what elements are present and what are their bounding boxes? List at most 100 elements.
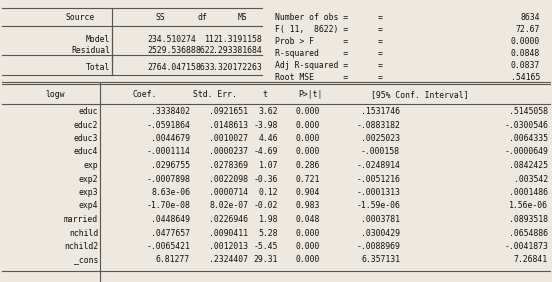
Text: -.0883182: -.0883182 xyxy=(356,120,400,129)
Text: 0.000: 0.000 xyxy=(296,107,320,116)
Text: 0.000: 0.000 xyxy=(296,120,320,129)
Text: 0.000: 0.000 xyxy=(296,242,320,251)
Text: .0003781: .0003781 xyxy=(361,215,400,224)
Text: 5.28: 5.28 xyxy=(258,228,278,237)
Text: 0.0848: 0.0848 xyxy=(511,49,540,58)
Text: 8.63e-06: 8.63e-06 xyxy=(151,188,190,197)
Text: -.0248914: -.0248914 xyxy=(356,161,400,170)
Text: Total: Total xyxy=(86,63,110,72)
Text: .0842425: .0842425 xyxy=(509,161,548,170)
Text: 0.286: 0.286 xyxy=(296,161,320,170)
Text: .0893518: .0893518 xyxy=(509,215,548,224)
Text: =: = xyxy=(378,25,383,34)
Text: -.0041873: -.0041873 xyxy=(504,242,548,251)
Text: 0.983: 0.983 xyxy=(296,202,320,210)
Text: .0654886: .0654886 xyxy=(509,228,548,237)
Text: 8633: 8633 xyxy=(195,63,215,72)
Text: nchild: nchild xyxy=(69,228,98,237)
Text: exp4: exp4 xyxy=(78,202,98,210)
Text: -0.02: -0.02 xyxy=(253,202,278,210)
Text: Model: Model xyxy=(86,35,110,44)
Text: F( 11,  8622) =: F( 11, 8622) = xyxy=(275,25,348,34)
Text: .0921651: .0921651 xyxy=(209,107,248,116)
Text: .0477657: .0477657 xyxy=(151,228,190,237)
Text: -.0051216: -.0051216 xyxy=(356,175,400,184)
Text: -1.59e-06: -1.59e-06 xyxy=(356,202,400,210)
Text: educ2: educ2 xyxy=(73,120,98,129)
Text: 0.12: 0.12 xyxy=(258,188,278,197)
Text: -1.70e-08: -1.70e-08 xyxy=(146,202,190,210)
Text: -.0065421: -.0065421 xyxy=(146,242,190,251)
Text: .0012013: .0012013 xyxy=(209,242,248,251)
Text: 0.048: 0.048 xyxy=(296,215,320,224)
Text: .0010027: .0010027 xyxy=(209,134,248,143)
Text: 0.000: 0.000 xyxy=(296,134,320,143)
Text: exp3: exp3 xyxy=(78,188,98,197)
Text: =: = xyxy=(378,13,383,22)
Text: -0.36: -0.36 xyxy=(253,175,278,184)
Text: .0226946: .0226946 xyxy=(209,215,248,224)
Text: 7.26841: 7.26841 xyxy=(514,255,548,265)
Text: .0300429: .0300429 xyxy=(361,228,400,237)
Text: 0.000: 0.000 xyxy=(296,147,320,157)
Text: P>|t|: P>|t| xyxy=(298,90,322,99)
Text: married: married xyxy=(64,215,98,224)
Text: _cons: _cons xyxy=(73,255,98,265)
Text: educ: educ xyxy=(78,107,98,116)
Text: exp: exp xyxy=(83,161,98,170)
Text: .0044679: .0044679 xyxy=(151,134,190,143)
Text: R-squared     =: R-squared = xyxy=(275,49,348,58)
Text: Std. Err.: Std. Err. xyxy=(193,90,237,99)
Text: .1531746: .1531746 xyxy=(361,107,400,116)
Text: -.0591864: -.0591864 xyxy=(146,120,190,129)
Text: -.0088969: -.0088969 xyxy=(356,242,400,251)
Text: -3.98: -3.98 xyxy=(253,120,278,129)
Text: -.000158: -.000158 xyxy=(361,147,400,157)
Text: =: = xyxy=(378,61,383,70)
Text: 29.31: 29.31 xyxy=(253,255,278,265)
Text: .0278369: .0278369 xyxy=(209,161,248,170)
Text: t: t xyxy=(263,90,267,99)
Text: 0.721: 0.721 xyxy=(296,175,320,184)
Text: -.0001313: -.0001313 xyxy=(356,188,400,197)
Text: 72.67: 72.67 xyxy=(516,25,540,34)
Text: exp2: exp2 xyxy=(78,175,98,184)
Text: nchild2: nchild2 xyxy=(64,242,98,251)
Text: .3338402: .3338402 xyxy=(151,107,190,116)
Text: .0448649: .0448649 xyxy=(151,215,190,224)
Text: .54165: .54165 xyxy=(511,73,540,82)
Text: Residual: Residual xyxy=(71,46,110,55)
Text: 11: 11 xyxy=(205,35,215,44)
Text: -.0001114: -.0001114 xyxy=(146,147,190,157)
Text: Adj R-squared =: Adj R-squared = xyxy=(275,61,348,70)
Text: 0.0000: 0.0000 xyxy=(511,37,540,46)
Text: Number of obs =: Number of obs = xyxy=(275,13,348,22)
Text: .2324407: .2324407 xyxy=(209,255,248,265)
Text: 6.357131: 6.357131 xyxy=(361,255,400,265)
Text: Root MSE      =: Root MSE = xyxy=(275,73,348,82)
Text: educ3: educ3 xyxy=(73,134,98,143)
Text: 21.3191158: 21.3191158 xyxy=(213,35,262,44)
Text: 2529.53688: 2529.53688 xyxy=(147,46,196,55)
Text: educ4: educ4 xyxy=(73,147,98,157)
Text: [95% Conf. Interval]: [95% Conf. Interval] xyxy=(371,90,469,99)
Text: .0296755: .0296755 xyxy=(151,161,190,170)
Text: 2764.04715: 2764.04715 xyxy=(147,63,196,72)
Text: df: df xyxy=(197,13,207,22)
Text: -.0300546: -.0300546 xyxy=(504,120,548,129)
Text: 8634: 8634 xyxy=(521,13,540,22)
Text: .0000237: .0000237 xyxy=(209,147,248,157)
Text: 4.46: 4.46 xyxy=(258,134,278,143)
Text: 234.510274: 234.510274 xyxy=(147,35,196,44)
Text: Source: Source xyxy=(65,13,94,22)
Text: 6.81277: 6.81277 xyxy=(156,255,190,265)
Text: .0000714: .0000714 xyxy=(209,188,248,197)
Text: -.0007898: -.0007898 xyxy=(146,175,190,184)
Text: 0.000: 0.000 xyxy=(296,228,320,237)
Text: SS: SS xyxy=(155,13,165,22)
Text: .5145058: .5145058 xyxy=(509,107,548,116)
Text: 0.904: 0.904 xyxy=(296,188,320,197)
Text: 8.02e-07: 8.02e-07 xyxy=(209,202,248,210)
Text: -4.69: -4.69 xyxy=(253,147,278,157)
Text: 3.62: 3.62 xyxy=(258,107,278,116)
